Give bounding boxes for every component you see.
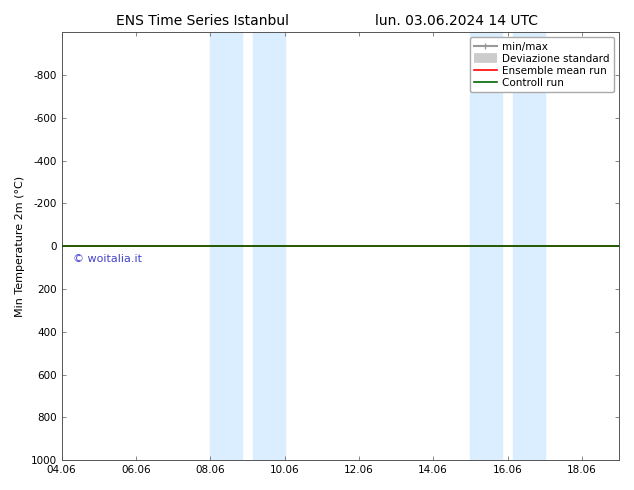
Bar xyxy=(253,32,285,460)
Bar xyxy=(470,32,502,460)
Legend: min/max, Deviazione standard, Ensemble mean run, Controll run: min/max, Deviazione standard, Ensemble m… xyxy=(470,37,614,92)
Text: © woitalia.it: © woitalia.it xyxy=(73,254,141,264)
Y-axis label: Min Temperature 2m (°C): Min Temperature 2m (°C) xyxy=(15,175,25,317)
Bar xyxy=(210,32,242,460)
Text: ENS Time Series Istanbul: ENS Time Series Istanbul xyxy=(117,14,289,28)
Text: lun. 03.06.2024 14 UTC: lun. 03.06.2024 14 UTC xyxy=(375,14,538,28)
Bar xyxy=(513,32,545,460)
